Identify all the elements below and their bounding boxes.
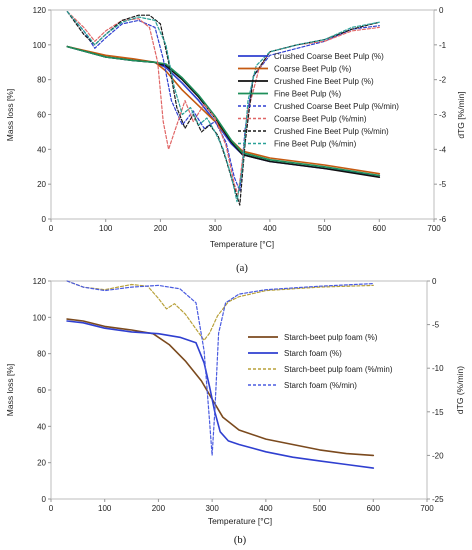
series-line-a-8 <box>66 11 380 203</box>
legend-label: Starch foam (%) <box>284 349 342 358</box>
y2-tick-label: -20 <box>432 451 444 460</box>
y-tick-label: 40 <box>37 422 46 431</box>
y2-tick-label: -1 <box>439 41 447 50</box>
panel-a-y2-axis-label: dTG [%/min] <box>456 91 466 138</box>
y-tick-label: 80 <box>37 76 46 85</box>
y-tick-label: 0 <box>42 215 47 224</box>
panel-b-y-axis-label: Mass loss [%] <box>5 364 15 416</box>
series-line-b-3 <box>66 280 374 341</box>
y2-tick-label: -15 <box>432 408 444 417</box>
x-tick-label: 500 <box>318 224 332 233</box>
panel-a-legend: Crushed Coarse Beet Pulp (%) Coarse Beet … <box>238 52 399 149</box>
y-tick-label: 120 <box>33 6 47 15</box>
x-tick-label: 700 <box>420 504 434 513</box>
y2-tick-label: 0 <box>439 6 444 15</box>
panel-a-series-lines <box>66 11 381 206</box>
panel-b-y2-ticks: -25 -20 -15 -10 -5 0 <box>427 277 444 504</box>
series-line-b-2 <box>66 320 375 469</box>
panel-b-legend: Starch-beet pulp foam (%) Starch foam (%)… <box>248 333 393 390</box>
y2-tick-label: -6 <box>439 215 447 224</box>
y-tick-label: 100 <box>33 313 47 322</box>
panel-b-chart: 0 100 200 300 400 500 600 700 0 20 40 60 80 100 120 -… <box>5 277 465 546</box>
panel-a-chart: 0 100 200 300 400 500 600 700 0 20 40 60 80 100 120 -… <box>5 6 466 274</box>
legend-label: Crushed Fine Beet Pulp (%/min) <box>274 127 389 136</box>
x-tick-label: 300 <box>205 504 219 513</box>
y2-tick-label: -3 <box>439 111 447 120</box>
x-tick-label: 200 <box>154 224 168 233</box>
x-tick-label: 100 <box>99 224 113 233</box>
x-tick-label: 500 <box>313 504 327 513</box>
legend-label: Fine Beet Pulp (%/min) <box>274 140 357 149</box>
panel-b-series-lines <box>66 280 375 469</box>
panel-b-y2-axis-label: dTG (%/min) <box>455 366 465 414</box>
panel-a-caption: (a) <box>236 263 248 274</box>
y-tick-label: 20 <box>37 459 46 468</box>
legend-label: Fine Beet Pulp (%) <box>274 90 341 99</box>
legend-label: Crushed Coarse Beet Pulp (%) <box>274 52 384 61</box>
y2-tick-label: -25 <box>432 495 444 504</box>
x-tick-label: 0 <box>49 504 54 513</box>
series-line-b-4 <box>66 280 374 456</box>
x-tick-label: 100 <box>98 504 112 513</box>
panel-b-x-ticks: 0 100 200 300 400 500 600 700 <box>49 499 434 513</box>
series-line-a-4 <box>66 45 381 177</box>
y-tick-label: 60 <box>37 111 46 120</box>
x-tick-label: 200 <box>152 504 166 513</box>
y-tick-label: 80 <box>37 350 46 359</box>
legend-label: Coarse Beet Pulp (%) <box>274 65 352 74</box>
y-tick-label: 40 <box>37 145 46 154</box>
panel-a-x-axis-label: Temperature [°C] <box>210 239 274 249</box>
panel-b-frame <box>50 280 428 500</box>
panel-a-frame <box>50 9 435 220</box>
panel-a-y-axis-label: Mass loss [%] <box>5 89 15 141</box>
x-tick-label: 700 <box>427 224 441 233</box>
legend-label: Starch-beet pulp foam (%) <box>284 333 378 342</box>
y-tick-label: 120 <box>33 277 47 286</box>
panel-b-caption: (b) <box>234 535 247 546</box>
y-tick-label: 0 <box>42 495 47 504</box>
x-tick-label: 400 <box>263 224 277 233</box>
y2-tick-label: -5 <box>432 321 440 330</box>
series-line-a-2 <box>66 45 381 175</box>
y-tick-label: 100 <box>33 41 47 50</box>
panel-a-x-ticks: 0 100 200 300 400 500 600 700 <box>49 219 441 233</box>
legend-label: Starch foam (%/min) <box>284 381 357 390</box>
y2-tick-label: -4 <box>439 145 447 154</box>
legend-label: Crushed Fine Beet Pulp (%) <box>274 77 374 86</box>
legend-label: Crushed Coarse Beet Pulp (%/min) <box>274 102 399 111</box>
panel-a-y2-ticks: -6 -5 -4 -3 -2 -1 0 <box>434 6 447 224</box>
legend-label: Coarse Beet Pulp (%/min) <box>274 115 367 124</box>
x-tick-label: 400 <box>259 504 273 513</box>
y-tick-label: 20 <box>37 180 46 189</box>
series-line-a-5 <box>66 11 380 192</box>
x-tick-label: 600 <box>367 504 381 513</box>
panel-b-x-axis-label: Temperature [°C] <box>208 516 272 526</box>
series-line-b-1 <box>66 318 375 457</box>
x-tick-label: 600 <box>373 224 387 233</box>
x-tick-label: 0 <box>49 224 54 233</box>
y-tick-label: 60 <box>37 386 46 395</box>
panel-b-y-ticks: 0 20 40 60 80 100 120 <box>33 277 51 504</box>
y2-tick-label: -5 <box>439 180 447 189</box>
x-tick-label: 300 <box>208 224 222 233</box>
y2-tick-label: -10 <box>432 364 444 373</box>
legend-label: Starch-beet pulp foam (%/min) <box>284 365 393 374</box>
y2-tick-label: 0 <box>432 277 437 286</box>
panel-a-y-ticks: 0 20 40 60 80 100 120 <box>33 6 51 224</box>
y2-tick-label: -2 <box>439 76 447 85</box>
